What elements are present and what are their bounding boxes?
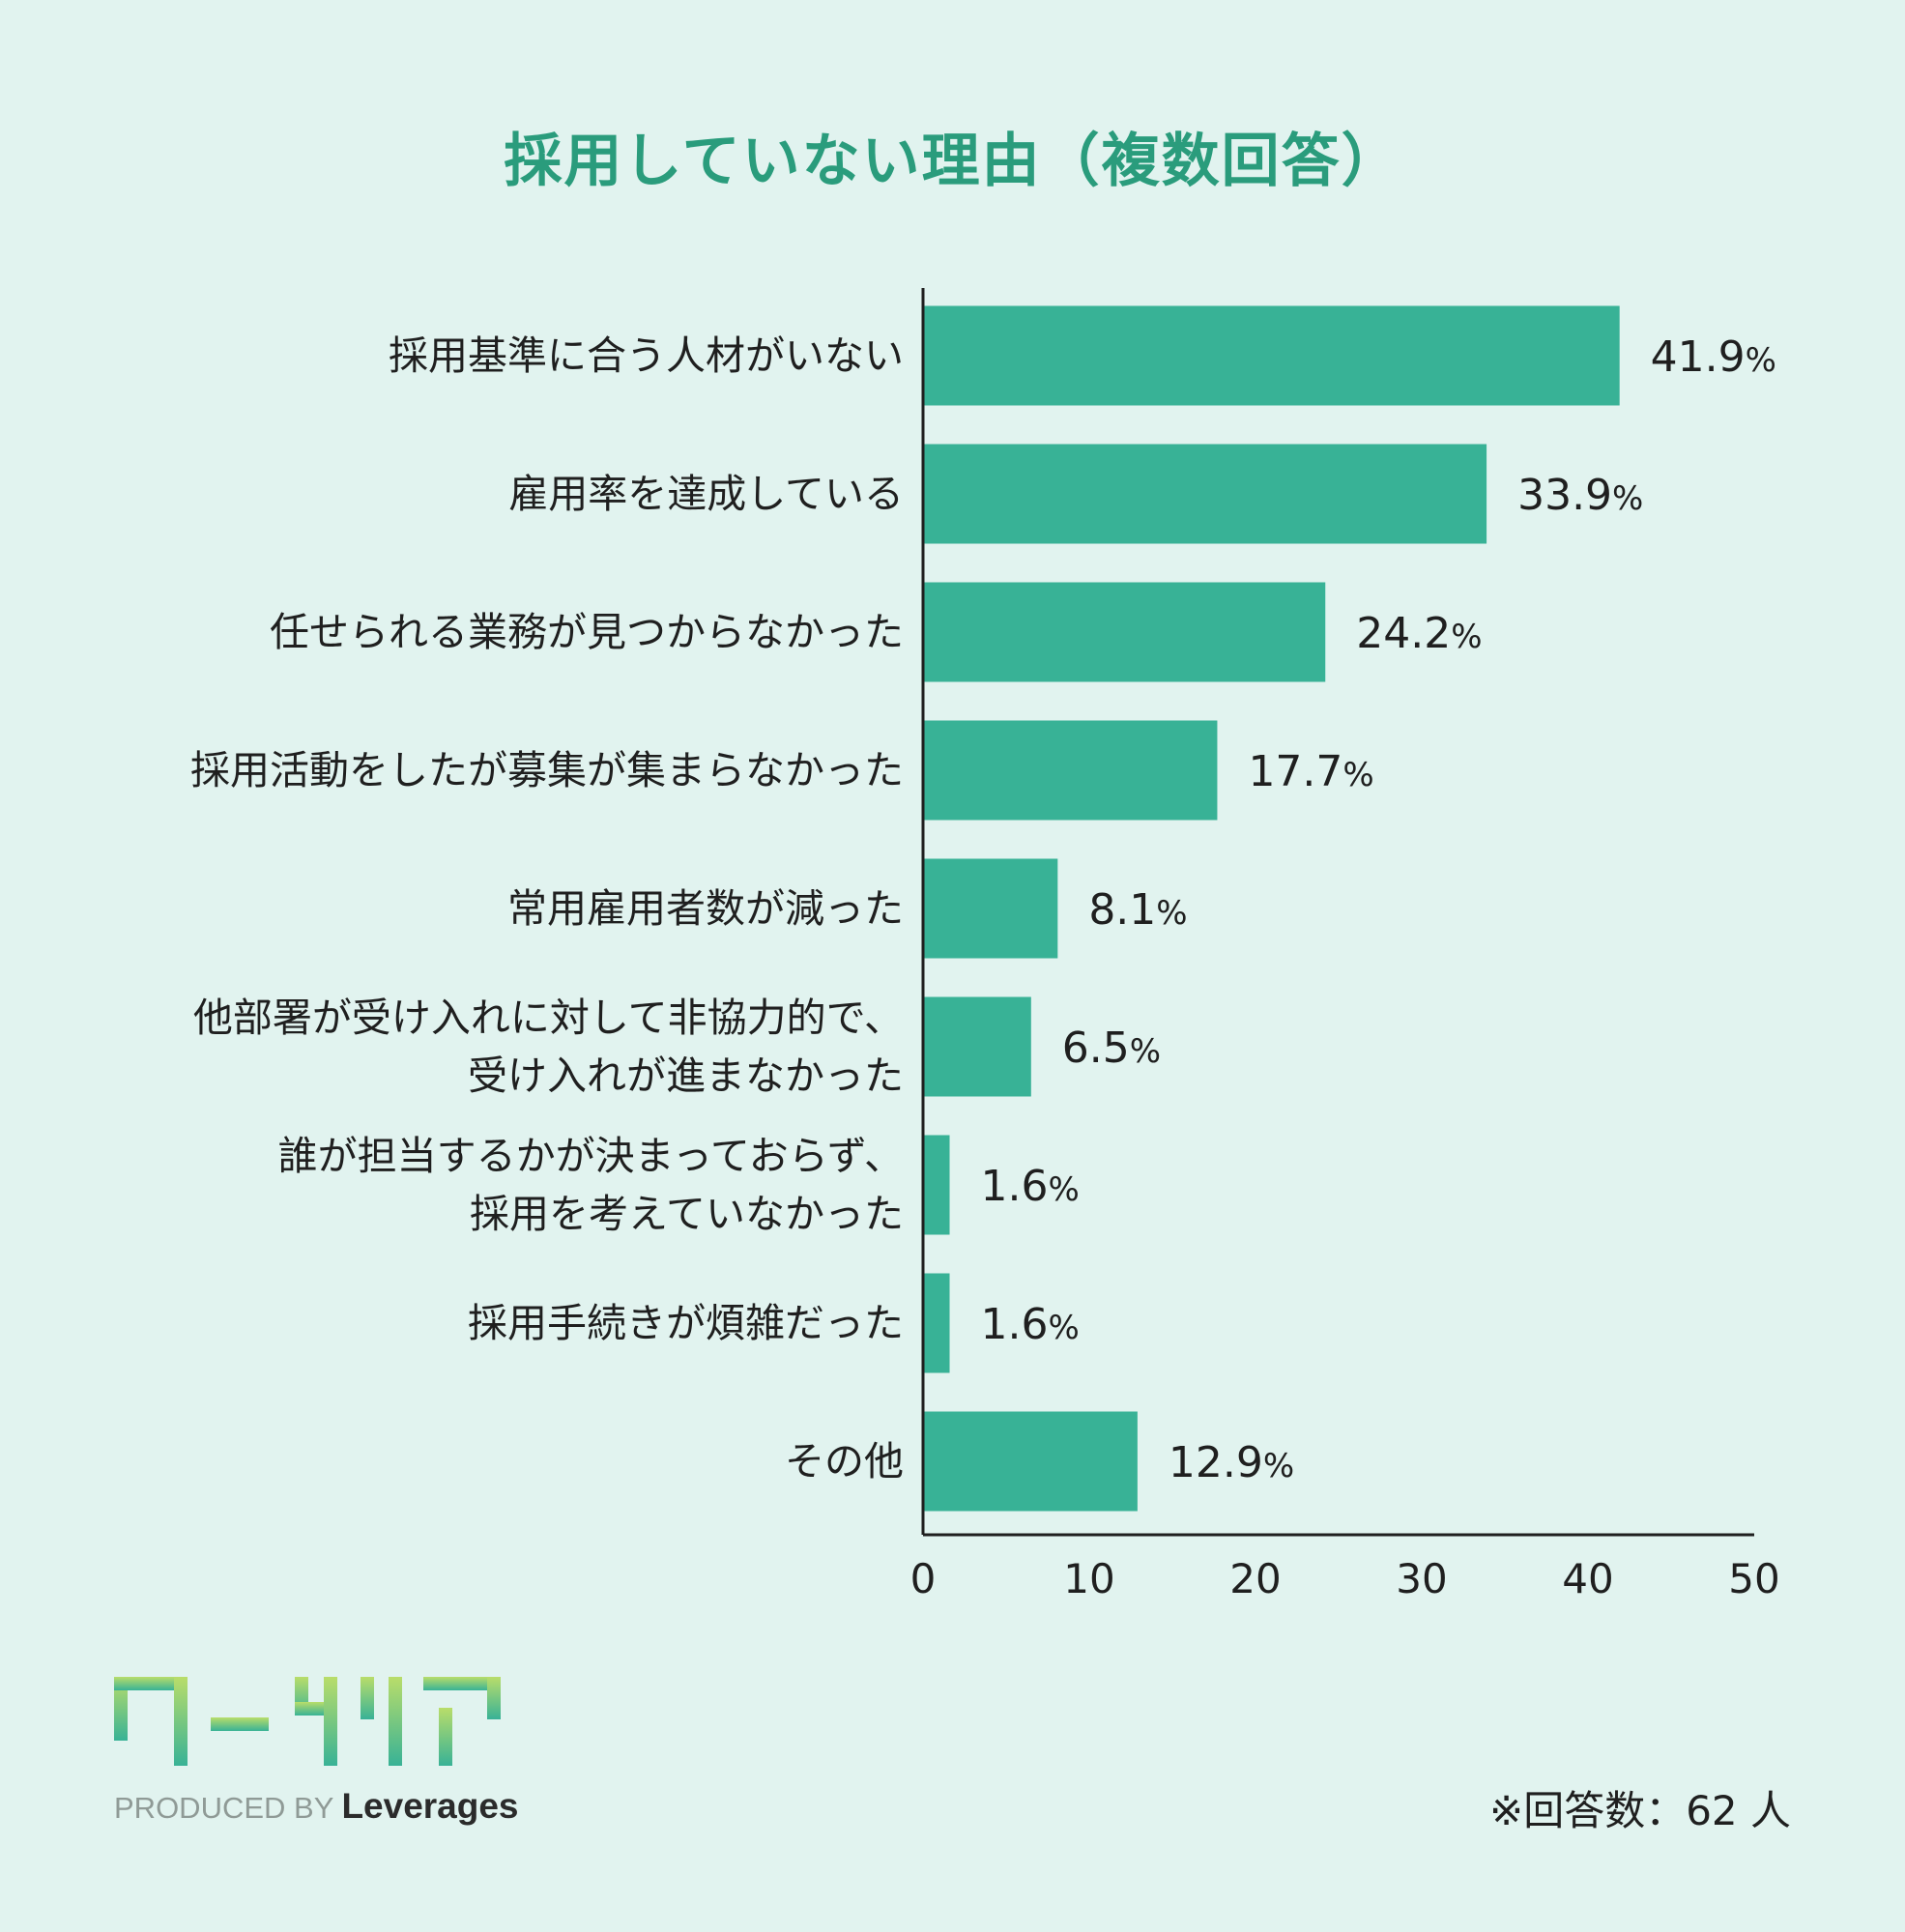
produced-by-text: PRODUCED BY — [114, 1791, 333, 1825]
category-label: 採用基準に合う人材がいない — [389, 332, 904, 379]
category-label: 採用活動をしたが募集が集まらなかった — [190, 747, 904, 793]
category-label: 常用雇用者数が減った — [507, 885, 904, 932]
bar — [923, 996, 1031, 1097]
x-tick-label: 30 — [1396, 1555, 1447, 1602]
value-label: 12.9% — [1169, 1438, 1294, 1487]
leverages-brand: Leverages — [341, 1786, 519, 1826]
respondent-count-note: ※回答数：62 人 — [1489, 1787, 1791, 1834]
x-tick-label: 20 — [1229, 1555, 1281, 1602]
value-label: 41.9% — [1651, 332, 1776, 382]
chart-title: 採用していない理由（複数回答） — [504, 128, 1401, 195]
value-label: 1.6% — [981, 1162, 1080, 1211]
x-tick-label: 10 — [1063, 1555, 1114, 1602]
value-label: 8.1% — [1088, 885, 1187, 935]
value-label: 17.7% — [1248, 747, 1373, 796]
bar — [923, 858, 1058, 959]
x-tick-label: 0 — [910, 1555, 937, 1602]
x-tick-label: 50 — [1728, 1555, 1779, 1602]
category-label: 受け入れが進まなかった — [468, 1053, 904, 1099]
category-label: 任せられる業務が見つからなかった — [270, 609, 904, 655]
x-tick-label: 40 — [1562, 1555, 1613, 1602]
bar — [923, 1273, 950, 1373]
value-label: 1.6% — [981, 1300, 1080, 1349]
category-label: 雇用率を達成している — [508, 471, 904, 517]
value-label: 33.9% — [1517, 471, 1643, 520]
bar — [923, 305, 1620, 406]
bar — [923, 444, 1487, 544]
bar — [923, 720, 1218, 821]
value-label: 6.5% — [1062, 1024, 1161, 1073]
category-label: 誰が担当するかが決まっておらず、 — [278, 1133, 904, 1179]
value-label: 24.2% — [1356, 609, 1482, 658]
bar — [923, 582, 1326, 682]
category-label: 採用を考えていなかった — [470, 1191, 904, 1237]
workclear-logo — [114, 1677, 501, 1766]
category-label: その他 — [785, 1438, 904, 1485]
logo-caption: PRODUCED BY Leverages — [114, 1786, 519, 1827]
bar — [923, 1411, 1138, 1512]
category-label: 他部署が受け入れに対して非協力的で、 — [193, 995, 904, 1041]
bar — [923, 1135, 950, 1235]
category-label: 採用手続きが煩雑だった — [468, 1300, 904, 1346]
